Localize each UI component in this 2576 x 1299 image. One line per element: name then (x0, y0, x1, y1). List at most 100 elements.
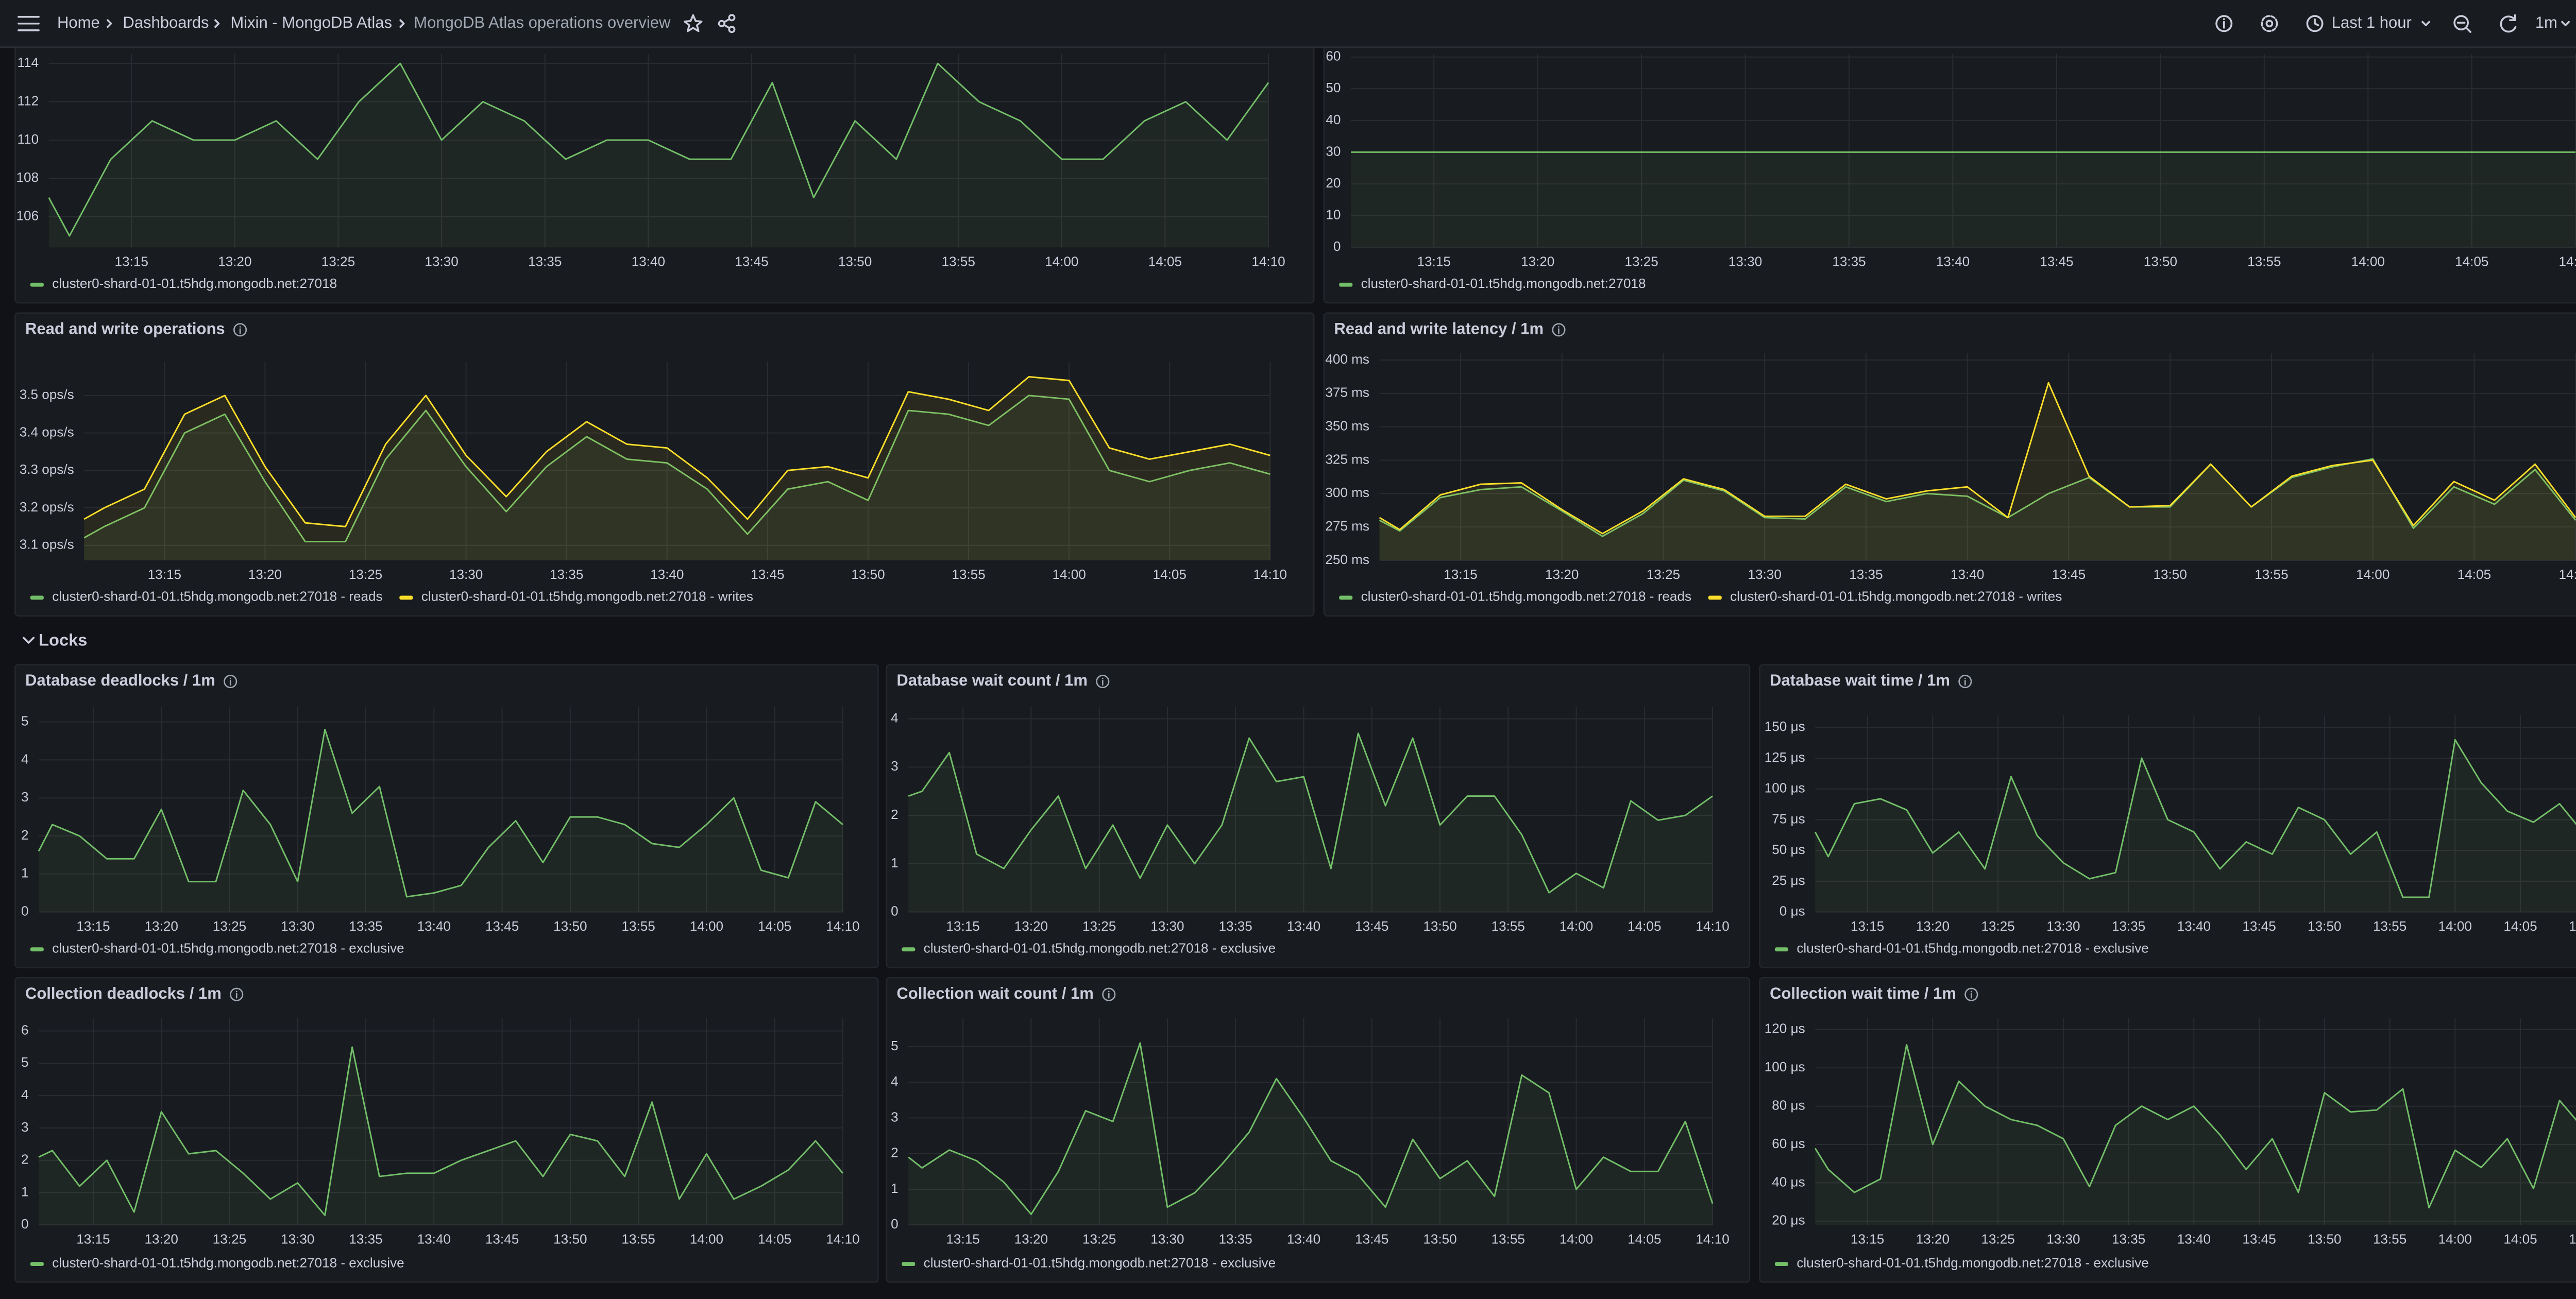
legend-label[interactable]: cluster0-shard-01-01.t5hdg.mongodb.net:2… (52, 1255, 404, 1270)
breadcrumb[interactable]: Mixin - MongoDB Atlas (230, 13, 392, 31)
y-tick-label: 275 ms (1325, 518, 1369, 534)
info-icon[interactable] (1958, 675, 1972, 689)
legend-swatch[interactable] (1708, 595, 1722, 600)
legend-label[interactable]: cluster0-shard-01-01.t5hdg.mongodb.net:2… (421, 589, 753, 604)
legend-swatch[interactable] (399, 595, 413, 600)
x-tick-label: 13:20 (1545, 567, 1579, 582)
legend-item[interactable]: cluster0-shard-01-01.t5hdg.mongodb.net:2… (902, 1255, 1276, 1270)
share-icon[interactable] (728, 14, 736, 22)
legend-label[interactable]: cluster0-shard-01-01.t5hdg.mongodb.net:2… (924, 940, 1276, 955)
x-tick-label: 13:20 (248, 567, 282, 582)
refresh-icon[interactable] (2500, 14, 2517, 33)
x-tick-label: 13:50 (2308, 1232, 2341, 1247)
legend-item[interactable]: cluster0-shard-01-01.t5hdg.mongodb.net:2… (30, 940, 404, 955)
legend-label[interactable]: cluster0-shard-01-01.t5hdg.mongodb.net:2… (1797, 1255, 2148, 1270)
x-tick-label: 13:30 (281, 1232, 314, 1247)
zoom-icon[interactable] (2453, 15, 2469, 30)
legend-swatch[interactable] (30, 595, 44, 600)
info-icon[interactable] (1102, 987, 1116, 1001)
info-icon[interactable] (1964, 987, 1978, 1001)
zoom-out-button[interactable] (2453, 15, 2471, 33)
legend-swatch[interactable] (902, 1262, 916, 1266)
legend-label[interactable]: cluster0-shard-01-01.t5hdg.mongodb.net:2… (1730, 589, 2062, 604)
legend-swatch[interactable] (1339, 595, 1353, 600)
menu-button[interactable] (18, 15, 40, 31)
breadcrumb[interactable]: Dashboards (123, 13, 209, 31)
zoom-icon[interactable] (2456, 22, 2471, 33)
x-tick-label: 14:00 (1560, 918, 1593, 934)
legend-item[interactable]: cluster0-shard-01-01.t5hdg.mongodb.net:2… (1339, 276, 1646, 291)
dropdown-icon[interactable] (2421, 21, 2430, 26)
breadcrumb[interactable]: Home (57, 13, 100, 31)
legend-item[interactable]: cluster0-shard-01-01.t5hdg.mongodb.net:2… (30, 276, 337, 291)
dropdown-icon[interactable] (2561, 21, 2570, 26)
x-tick-label: 14:05 (1148, 254, 1182, 269)
time-picker[interactable]: Last 1 hour (2306, 13, 2430, 32)
star-button[interactable] (684, 14, 703, 32)
legend-label[interactable]: cluster0-shard-01-01.t5hdg.mongodb.net:2… (924, 1255, 1276, 1270)
y-tick-label: 1 (891, 1181, 899, 1196)
legend-label[interactable]: cluster0-shard-01-01.t5hdg.mongodb.net:2… (1361, 276, 1646, 291)
share-icon[interactable] (723, 18, 731, 29)
info-icon[interactable] (1096, 675, 1110, 689)
x-tick-label: 14:00 (2356, 567, 2389, 582)
share-icon[interactable] (728, 26, 736, 33)
clock-icon[interactable] (2314, 18, 2319, 26)
info-icon[interactable] (233, 323, 247, 337)
info-button[interactable] (2215, 15, 2233, 32)
legend-swatch[interactable] (902, 947, 916, 952)
legend-swatch[interactable] (30, 947, 44, 952)
legend-label[interactable]: cluster0-shard-01-01.t5hdg.mongodb.net:2… (52, 276, 337, 291)
info-icon[interactable] (2215, 15, 2233, 32)
gear-icon[interactable] (2265, 20, 2274, 28)
y-tick-label: 120 μs (1765, 1021, 1805, 1036)
legend-item[interactable]: cluster0-shard-01-01.t5hdg.mongodb.net:2… (1708, 589, 2062, 604)
area-fill (1351, 152, 2576, 248)
legend-item[interactable]: cluster0-shard-01-01.t5hdg.mongodb.net:2… (1339, 589, 1691, 604)
share-button[interactable] (718, 14, 736, 33)
legend-swatch[interactable] (30, 282, 44, 287)
area-fill (1815, 740, 2576, 912)
section-row[interactable]: Locks (22, 630, 88, 649)
legend-swatch[interactable] (1339, 282, 1353, 287)
gear-icon[interactable] (2261, 15, 2278, 32)
legend-label[interactable]: cluster0-shard-01-01.t5hdg.mongodb.net:2… (1797, 940, 2148, 955)
refresh-interval[interactable]: 1m (2535, 13, 2570, 31)
x-tick-label: 14:10 (2569, 1232, 2576, 1247)
legend-swatch[interactable] (1774, 1262, 1789, 1266)
legend-label[interactable]: cluster0-shard-01-01.t5hdg.mongodb.net:2… (52, 940, 404, 955)
x-tick-label: 13:45 (2040, 254, 2073, 269)
legend-item[interactable]: cluster0-shard-01-01.t5hdg.mongodb.net:2… (399, 589, 753, 604)
info-icon[interactable] (230, 987, 244, 1001)
refresh-interval-label[interactable]: 1m (2535, 13, 2557, 31)
legend-swatch[interactable] (30, 1262, 44, 1266)
info-icon[interactable] (1552, 323, 1566, 337)
time-range[interactable]: Last 1 hour (2332, 13, 2412, 31)
panel-title: Database wait count / 1m (896, 671, 1087, 689)
clock-icon[interactable] (2306, 15, 2324, 32)
legend-swatch[interactable] (1774, 947, 1789, 952)
legend-item[interactable]: cluster0-shard-01-01.t5hdg.mongodb.net:2… (1774, 940, 2149, 955)
x-tick-label: 13:55 (621, 1232, 655, 1247)
x-tick-label: 14:00 (2438, 1232, 2472, 1247)
settings-button[interactable] (2261, 15, 2278, 32)
refresh-button[interactable] (2500, 14, 2517, 33)
collapse-icon[interactable] (22, 637, 35, 644)
menu-icon[interactable] (18, 15, 40, 31)
legend-label[interactable]: cluster0-shard-01-01.t5hdg.mongodb.net:2… (1361, 589, 1691, 604)
x-tick-label: 13:30 (2046, 918, 2080, 934)
share-icon[interactable] (718, 20, 725, 27)
area-fill (84, 395, 1270, 560)
x-tick-label: 13:45 (735, 254, 768, 269)
legend-label[interactable]: cluster0-shard-01-01.t5hdg.mongodb.net:2… (52, 589, 382, 604)
x-tick-label: 13:45 (751, 567, 784, 582)
legend-item[interactable]: cluster0-shard-01-01.t5hdg.mongodb.net:2… (1774, 1255, 2149, 1270)
legend-item[interactable]: cluster0-shard-01-01.t5hdg.mongodb.net:2… (30, 1255, 404, 1270)
section-title[interactable]: Locks (39, 630, 87, 649)
legend-item[interactable]: cluster0-shard-01-01.t5hdg.mongodb.net:2… (30, 589, 383, 604)
info-icon[interactable] (224, 675, 238, 689)
legend-item[interactable]: cluster0-shard-01-01.t5hdg.mongodb.net:2… (902, 940, 1276, 955)
x-tick-label: 13:35 (1219, 1232, 1252, 1247)
x-tick-label: 14:00 (1045, 254, 1078, 269)
